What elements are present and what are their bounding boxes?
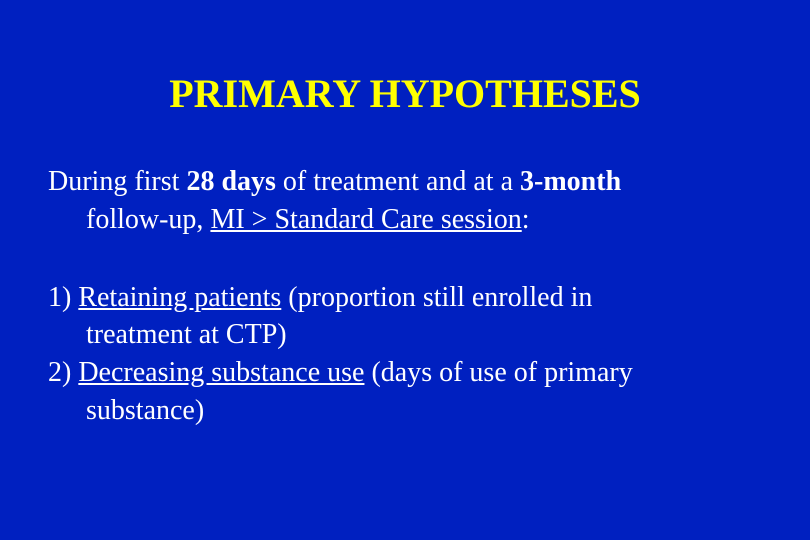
list-item-2: 2) Decreasing substance use (days of use… (48, 354, 762, 430)
intro-text-1: During first (48, 166, 186, 197)
item1-line-2: treatment at CTP) (48, 316, 762, 354)
slide-title: PRIMARY HYPOTHESES (48, 70, 762, 117)
item1-underline: Retaining patients (78, 282, 281, 313)
list-item-1: 1) Retaining patients (proportion still … (48, 279, 762, 355)
intro-paragraph: During first 28 days of treatment and at… (48, 163, 762, 239)
item1-rest: (proportion still enrolled in (281, 282, 592, 313)
item2-number: 2) (48, 357, 78, 388)
intro-underline: MI > Standard Care session (210, 204, 521, 235)
intro-bold-1: 28 days (186, 166, 275, 197)
item2-underline: Decreasing substance use (78, 357, 364, 388)
intro-text-3: follow-up, (86, 204, 210, 235)
intro-bold-2: 3-month (520, 166, 621, 197)
intro-line-1: During first 28 days of treatment and at… (48, 163, 762, 201)
intro-line-2: follow-up, MI > Standard Care session: (48, 201, 762, 239)
slide-body: During first 28 days of treatment and at… (48, 163, 762, 430)
intro-suffix: : (522, 204, 530, 235)
item2-line-1: 2) Decreasing substance use (days of use… (48, 354, 762, 392)
item2-rest: (days of use of primary (364, 357, 632, 388)
item2-line-2: substance) (48, 392, 762, 430)
item1-number: 1) (48, 282, 78, 313)
intro-text-2: of treatment and at a (276, 166, 520, 197)
slide-container: PRIMARY HYPOTHESES During first 28 days … (0, 0, 810, 540)
item1-line-1: 1) Retaining patients (proportion still … (48, 279, 762, 317)
